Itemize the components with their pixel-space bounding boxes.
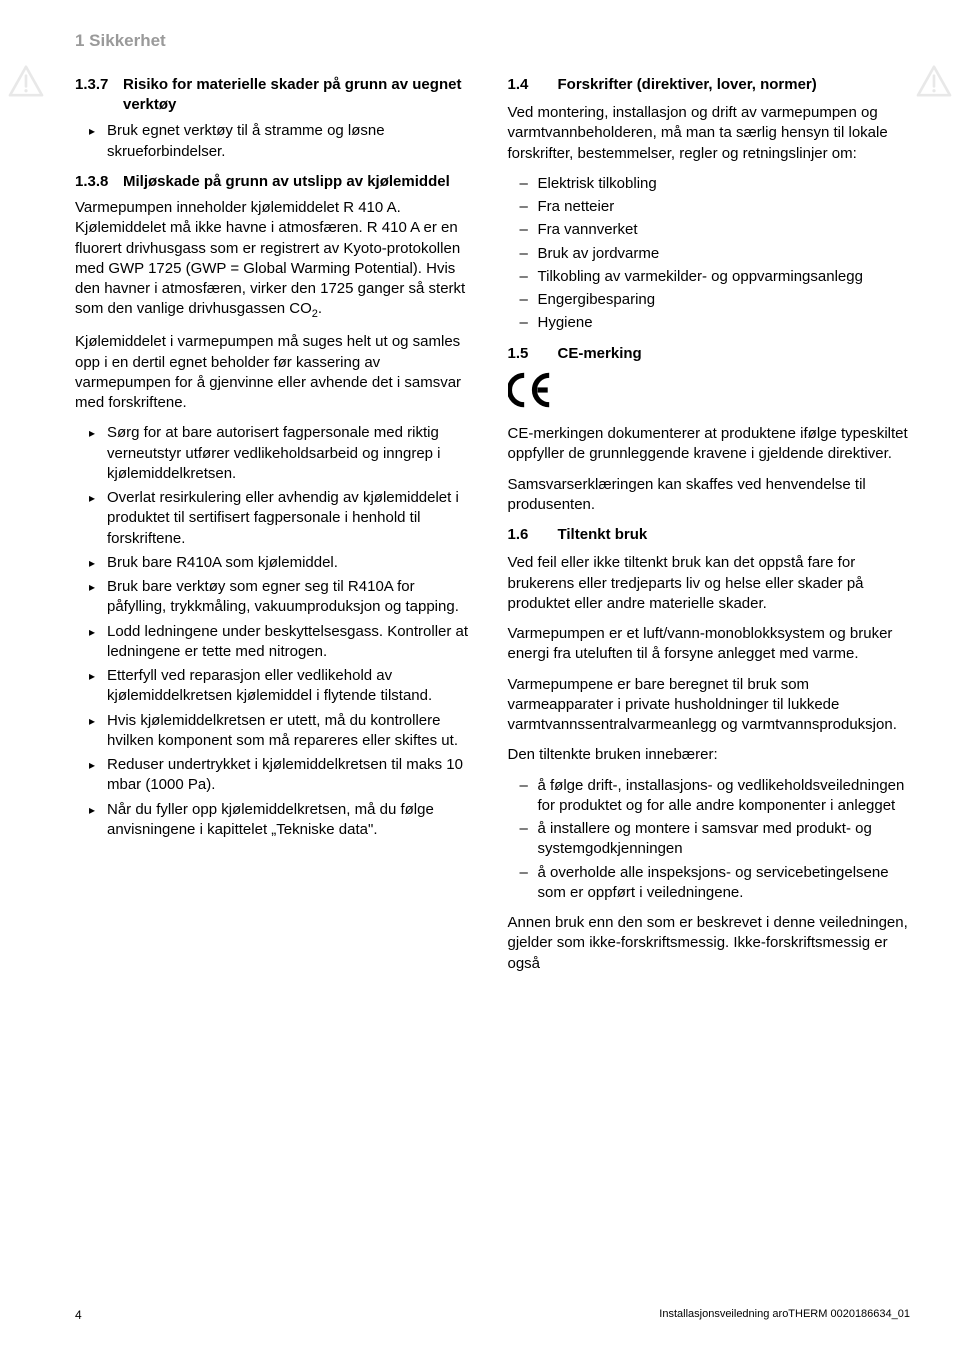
list-item: Bruk bare R410A som kjølemiddel. [93, 553, 478, 573]
dash-list: å følge drift-, installasjons- og vedlik… [508, 776, 911, 904]
list-item: Bruk bare verktøy som egner seg til R410… [93, 577, 478, 618]
heading-1-3-7: 1.3.7 Risiko for materielle skader på gr… [75, 75, 478, 116]
page-number: 4 [75, 1307, 82, 1323]
heading-title: Risiko for materielle skader på grunn av… [123, 75, 478, 116]
heading-num: 1.6 [508, 525, 558, 545]
list-item: Sørg for at bare autorisert fagpersonale… [93, 423, 478, 484]
heading-1-5: 1.5 CE-merking [508, 344, 911, 364]
page-footer: 4 Installasjonsveiledning aroTHERM 00201… [75, 1307, 910, 1323]
paragraph: Samsvarserklæringen kan skaffes ved henv… [508, 475, 911, 516]
heading-title: Forskrifter (direktiver, lover, normer) [558, 75, 911, 95]
heading-1-4: 1.4 Forskrifter (direktiver, lover, norm… [508, 75, 911, 95]
paragraph: Varmepumpene er bare beregnet til bruk s… [508, 675, 911, 736]
heading-1-3-8: 1.3.8 Miljøskade på grunn av utslipp av … [75, 172, 478, 192]
dash-list: Elektrisk tilkobling Fra netteier Fra va… [508, 174, 911, 334]
list-item: Elektrisk tilkobling [520, 174, 911, 194]
list-item: Bruk av jordvarme [520, 244, 911, 264]
heading-title: CE-merking [558, 344, 911, 364]
list-item: Tilkobling av varmekilder- og oppvarming… [520, 267, 911, 287]
paragraph: Varmepumpen er et luft/vann-monoblokksys… [508, 624, 911, 665]
paragraph: CE-merkingen dokumenterer at produktene … [508, 424, 911, 465]
list-item: Overlat resirkulering eller avhendig av … [93, 488, 478, 549]
paragraph: Den tiltenkte bruken innebærer: [508, 745, 911, 765]
list-item: å overholde alle inspeksjons- og service… [520, 863, 911, 904]
doc-title: Installasjonsveiledning aroTHERM 0020186… [659, 1307, 910, 1323]
warning-icon-right [916, 65, 952, 97]
list-item: Hygiene [520, 313, 911, 333]
paragraph: Ved feil eller ikke tiltenkt bruk kan de… [508, 553, 911, 614]
text: Varmepumpen inneholder kjølemiddelet R 4… [75, 199, 465, 317]
list-item: Reduser undertrykket i kjølemiddelkretse… [93, 755, 478, 796]
text: . [318, 300, 322, 317]
heading-num: 1.3.8 [75, 172, 123, 192]
bullet-list: Sørg for at bare autorisert fagpersonale… [75, 423, 478, 840]
paragraph: Annen bruk enn den som er beskrevet i de… [508, 913, 911, 974]
list-item: Lodd ledningene under beskyttelsesgass. … [93, 622, 478, 663]
list-item: Bruk egnet verktøy til å stramme og løsn… [93, 121, 478, 162]
heading-num: 1.5 [508, 344, 558, 364]
bullet-list: Bruk egnet verktøy til å stramme og løsn… [75, 121, 478, 162]
list-item: Fra vannverket [520, 220, 911, 240]
paragraph: Ved montering, installasjon og drift av … [508, 103, 911, 164]
heading-title: Miljøskade på grunn av utslipp av kjølem… [123, 172, 478, 192]
warning-icon-left [8, 65, 44, 97]
left-column: 1.3.7 Risiko for materielle skader på gr… [50, 71, 478, 984]
right-column: 1.4 Forskrifter (direktiver, lover, norm… [508, 71, 911, 984]
paragraph: Kjølemiddelet i varmepumpen må suges hel… [75, 332, 478, 413]
list-item: å installere og montere i samsvar med pr… [520, 819, 911, 860]
list-item: Fra netteier [520, 197, 911, 217]
list-item: Etterfyll ved reparasjon eller vedlikeho… [93, 666, 478, 707]
heading-num: 1.3.7 [75, 75, 123, 116]
heading-1-6: 1.6 Tiltenkt bruk [508, 525, 911, 545]
ce-mark-icon [508, 372, 911, 414]
heading-title: Tiltenkt bruk [558, 525, 911, 545]
list-item: å følge drift-, installasjons- og vedlik… [520, 776, 911, 817]
paragraph: Varmepumpen inneholder kjølemiddelet R 4… [75, 198, 478, 322]
list-item: Når du fyller opp kjølemiddelkretsen, må… [93, 800, 478, 841]
list-item: Hvis kjølemiddelkretsen er utett, må du … [93, 711, 478, 752]
list-item: Engergibesparing [520, 290, 911, 310]
heading-num: 1.4 [508, 75, 558, 95]
page-header: 1 Sikkerhet [50, 30, 910, 53]
